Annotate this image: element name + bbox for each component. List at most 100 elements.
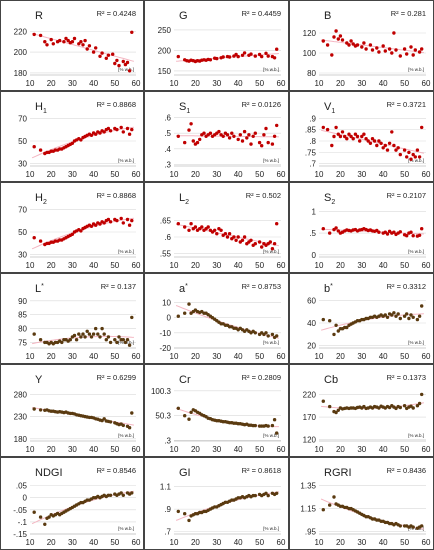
- data-point: [47, 515, 51, 519]
- x-tick-label: 10: [170, 79, 179, 88]
- chart-panel: S2 R² = 0.2107 0 .5 1 10 20 30 40 50 60 [% w.b.]: [289, 182, 434, 273]
- x-tick-label: 40: [234, 79, 243, 88]
- y-tick-label: -20: [159, 344, 171, 353]
- data-point: [32, 236, 36, 240]
- data-point: [60, 340, 64, 345]
- x-tick-label: 10: [170, 261, 179, 270]
- data-point: [127, 426, 132, 430]
- data-point: [70, 232, 75, 236]
- x-tick-label: 10: [26, 445, 35, 454]
- x-tick-label: 40: [234, 445, 243, 454]
- x-tick-label: 10: [26, 352, 35, 361]
- trend-line: [31, 33, 135, 62]
- x-tick-label: 10: [26, 538, 35, 547]
- chart-title: G: [179, 10, 188, 22]
- data-point: [45, 43, 49, 47]
- x-tick-label: 50: [400, 261, 409, 270]
- data-point: [417, 155, 422, 159]
- data-point: [130, 30, 134, 34]
- y-tick-label: .5: [309, 229, 316, 238]
- x-unit-label: [% w.b.]: [408, 433, 424, 438]
- data-point: [102, 130, 106, 134]
- data-point: [262, 133, 266, 137]
- data-point: [321, 125, 325, 130]
- data-point: [121, 423, 126, 428]
- data-point: [104, 338, 109, 342]
- chart-panel: R R² = 0.4248 180 200 220 10 20 30 40 50 60 [% w.b.…: [0, 0, 144, 91]
- chart-title: Y: [35, 374, 43, 386]
- data-point: [108, 493, 113, 497]
- data-point: [413, 48, 417, 52]
- data-point: [272, 56, 277, 60]
- data-point: [125, 60, 130, 65]
- data-point: [198, 137, 202, 142]
- data-point: [381, 44, 385, 48]
- data-point: [106, 53, 111, 57]
- trend-line: [32, 335, 134, 345]
- data-point: [411, 315, 415, 319]
- data-point: [270, 423, 275, 428]
- y-tick-label: .9: [309, 114, 316, 123]
- y-tick-label: 70: [18, 114, 27, 123]
- data-point: [221, 134, 225, 138]
- data-point: [117, 335, 121, 339]
- data-point: [253, 493, 257, 498]
- data-point: [330, 53, 334, 57]
- data-point: [334, 323, 338, 327]
- data-point: [272, 134, 277, 138]
- x-tick-label: 40: [89, 79, 98, 88]
- x-tick-label: 20: [47, 445, 56, 454]
- x-tick-label: 20: [47, 538, 56, 547]
- data-point: [394, 48, 398, 52]
- data-point: [119, 491, 123, 495]
- x-tick-label: 30: [212, 261, 221, 270]
- data-point: [106, 126, 111, 131]
- data-point: [100, 51, 104, 55]
- x-tick-label: 60: [422, 261, 431, 270]
- data-point: [385, 232, 390, 236]
- r-squared-label: R² = 0.2107: [387, 191, 426, 200]
- x-tick-label: 20: [47, 352, 56, 361]
- y-tick-label: 1.15: [300, 505, 316, 514]
- y-tick-label: 1: [312, 207, 317, 216]
- data-point: [127, 223, 132, 227]
- data-point: [347, 43, 351, 47]
- x-tick-label: 60: [277, 445, 286, 454]
- x-tick-label: 60: [132, 261, 141, 270]
- x-tick-label: 10: [315, 445, 324, 454]
- r-squared-label: R² = 0.137: [101, 282, 136, 291]
- data-point: [108, 220, 113, 224]
- data-point: [368, 141, 373, 145]
- data-point: [375, 143, 379, 148]
- data-point: [81, 43, 85, 47]
- data-point: [227, 232, 232, 236]
- data-point: [115, 218, 119, 223]
- data-point: [377, 230, 381, 234]
- data-point: [83, 335, 87, 339]
- data-point: [392, 143, 396, 148]
- data-point: [72, 333, 77, 338]
- chart-panel: Cb R² = 0.1373 120 170 220 10 20 30 40 50 60 [% w.b…: [289, 364, 434, 457]
- data-point: [385, 315, 390, 319]
- chart-title: H1: [35, 101, 47, 115]
- x-tick-label: 60: [277, 79, 286, 88]
- data-point: [102, 417, 106, 421]
- chart-title: L*: [35, 283, 44, 295]
- data-point: [394, 148, 398, 152]
- data-point: [100, 326, 104, 331]
- data-point: [334, 125, 338, 130]
- x-tick-label: 10: [315, 170, 324, 179]
- data-point: [328, 319, 332, 323]
- data-point: [87, 332, 92, 336]
- data-point: [130, 491, 134, 495]
- x-tick-label: 60: [422, 170, 431, 179]
- y-tick-label: .85: [305, 126, 317, 135]
- data-point: [411, 406, 415, 410]
- data-point: [236, 137, 240, 142]
- x-tick-label: 50: [400, 79, 409, 88]
- panel-border: [144, 0, 289, 91]
- y-tick-label: 85: [18, 311, 27, 320]
- x-tick-label: 10: [26, 170, 35, 179]
- y-tick-label: 30: [18, 160, 27, 169]
